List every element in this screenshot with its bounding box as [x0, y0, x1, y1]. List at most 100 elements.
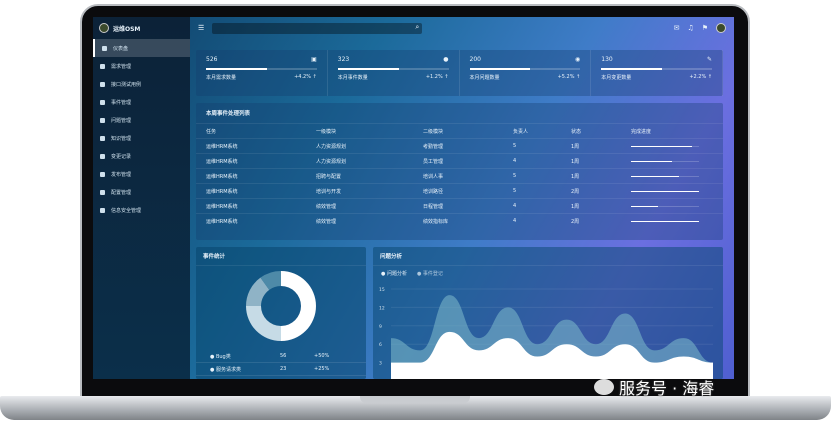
sidebar-item[interactable]: 配置管理 — [93, 183, 190, 201]
column-header: 完成进度 — [631, 128, 652, 135]
donut-slice — [246, 277, 270, 306]
progress-bar — [631, 190, 699, 192]
donut-slice — [281, 271, 316, 341]
table-cell: 绩效管理 — [316, 218, 337, 225]
column-header: 任务 — [206, 128, 217, 135]
bell-icon[interactable]: ♫ — [687, 24, 694, 32]
y-tick-label: 6 — [379, 342, 382, 348]
legend-item[interactable]: ● 问题分析 — [381, 271, 407, 277]
donut-panel: 事件统计 ● Bug类 56 +50% ● 服务请求类 23 +25% — [196, 247, 366, 379]
stat-progress — [206, 68, 317, 70]
stat-icon: ● — [443, 56, 449, 63]
brand: 运维OSM — [93, 17, 190, 39]
sidebar-item[interactable]: 仪表盘 — [93, 39, 190, 57]
table-row[interactable]: 运维HRM系统 人力资源规划 员工管理 4 1周 — [196, 153, 723, 168]
table-cell: 2周 — [571, 218, 580, 225]
stat-progress — [469, 68, 581, 70]
nav-icon — [100, 99, 105, 105]
column-header: 一级模块 — [316, 128, 337, 135]
sidebar-item[interactable]: 信息安全管理 — [93, 201, 190, 219]
table-cell: 培训人事 — [423, 173, 444, 180]
table-cell: 5 — [513, 143, 517, 149]
table-row[interactable]: 运维HRM系统 招聘与配置 培训人事 5 1周 — [196, 168, 723, 183]
stat-icon: ▣ — [311, 56, 317, 63]
table-cell: 培训与开发 — [316, 188, 342, 195]
donut-title: 事件统计 — [196, 247, 366, 266]
sidebar-item[interactable]: 接口测试用例 — [93, 75, 190, 93]
donut-chart — [246, 271, 316, 341]
table-cell: 5 — [513, 173, 517, 179]
nav-icon — [100, 117, 105, 123]
wechat-icon — [594, 379, 614, 395]
search-icon[interactable]: ⌕ — [415, 22, 420, 31]
stat-card: 200 ◉ 本月问题数量 +5.2% ↑ — [460, 50, 592, 96]
menu-icon[interactable]: ☰ — [198, 24, 205, 32]
area-chart: 03691215 — [379, 287, 713, 379]
column-header: 负责人 — [513, 128, 529, 135]
table-cell: 5 — [513, 188, 517, 194]
y-tick-label: 9 — [379, 324, 382, 330]
table-cell: 4 — [513, 203, 517, 209]
nav-icon — [100, 153, 105, 159]
nav-icon — [100, 63, 105, 69]
sidebar-item[interactable]: 事件管理 — [93, 93, 190, 111]
screen: 运维OSM 仪表盘 需求管理 接口测试用例 事件管理 问题管理 知识管理 变更记录 发布管理配… — [93, 17, 734, 379]
progress-bar — [631, 205, 699, 207]
flag-icon[interactable]: ⚑ — [701, 24, 708, 32]
table-cell: 运维HRM系统 — [206, 143, 238, 150]
table-cell: 2周 — [571, 188, 580, 195]
line-panel: 问题分析 ● 问题分析 ● 事件登记 03691215 — [373, 247, 723, 379]
progress-bar — [631, 175, 699, 177]
table-row[interactable]: 运维HRM系统 绩效管理 日程管理 4 1周 — [196, 198, 723, 213]
table-cell: 运维HRM系统 — [206, 203, 238, 210]
mail-icon[interactable]: ✉ — [673, 24, 680, 32]
table-cell: 运维HRM系统 — [206, 158, 238, 165]
donut-legend-row: ● 服务请求类 23 +25% — [196, 363, 366, 376]
progress-bar — [631, 160, 699, 162]
table-cell: 1周 — [571, 203, 580, 210]
sidebar-item[interactable]: 发布管理 — [93, 165, 190, 183]
stats-panel: 526 ▣ 本月需求数量 +4.2% ↑ 323 ● 本月事件数量 +1.2% ↑ 200 ◉ 本月… — [196, 50, 723, 96]
sidebar-item[interactable]: 问题管理 — [93, 111, 190, 129]
table-title: 本周事件处理列表 — [206, 111, 251, 117]
brand-name: 运维OSM — [113, 25, 141, 33]
table-cell: 日程管理 — [423, 203, 444, 210]
table-row[interactable]: 运维HRM系统 人力资源规划 考勤管理 5 1周 — [196, 138, 723, 153]
table-cell: 1周 — [571, 158, 580, 165]
y-tick-label: 3 — [379, 361, 382, 367]
table-cell: 4 — [513, 218, 517, 224]
chart-title: 问题分析 — [373, 247, 723, 266]
table-cell: 培训路径 — [423, 188, 444, 195]
avatar[interactable] — [716, 23, 726, 33]
sidebar-item[interactable]: 变更记录 — [93, 147, 190, 165]
logo-icon — [99, 23, 109, 33]
stat-card: 526 ▣ 本月需求数量 +4.2% ↑ — [196, 50, 328, 96]
column-header: 状态 — [571, 128, 582, 135]
table-cell: 招聘与配置 — [316, 173, 342, 180]
table-cell: 人力资源规划 — [316, 158, 347, 165]
stat-progress — [601, 68, 712, 70]
nav-icon — [100, 135, 105, 141]
progress-bar — [631, 145, 699, 147]
area-series — [391, 331, 713, 379]
nav-icon — [102, 45, 107, 51]
search-input[interactable]: ⌕ — [212, 22, 423, 34]
progress-bar — [631, 220, 699, 222]
table-header: 任务 一级模块 二级模块 负责人 状态 完成进度 — [196, 123, 723, 138]
table-row[interactable]: 运维HRM系统 培训与开发 培训路径 5 2周 — [196, 183, 723, 198]
table-cell: 1周 — [571, 143, 580, 150]
table-row[interactable]: 运维HRM系统 绩效管理 绩效指标库 4 2周 — [196, 213, 723, 228]
sidebar-item[interactable]: 知识管理 — [93, 129, 190, 147]
y-tick-label: 12 — [379, 305, 385, 311]
table-cell: 1周 — [571, 173, 580, 180]
sidebar-item[interactable]: 需求管理 — [93, 57, 190, 75]
laptop-notch — [360, 396, 470, 403]
nav-icon — [100, 189, 105, 195]
column-header: 二级模块 — [423, 128, 444, 135]
legend-item[interactable]: ● 事件登记 — [416, 271, 443, 277]
nav-icon — [100, 81, 105, 87]
y-tick-label: 15 — [379, 287, 385, 293]
table-cell: 绩效管理 — [316, 203, 337, 210]
nav-icon — [100, 207, 105, 213]
table-cell: 运维HRM系统 — [206, 173, 238, 180]
